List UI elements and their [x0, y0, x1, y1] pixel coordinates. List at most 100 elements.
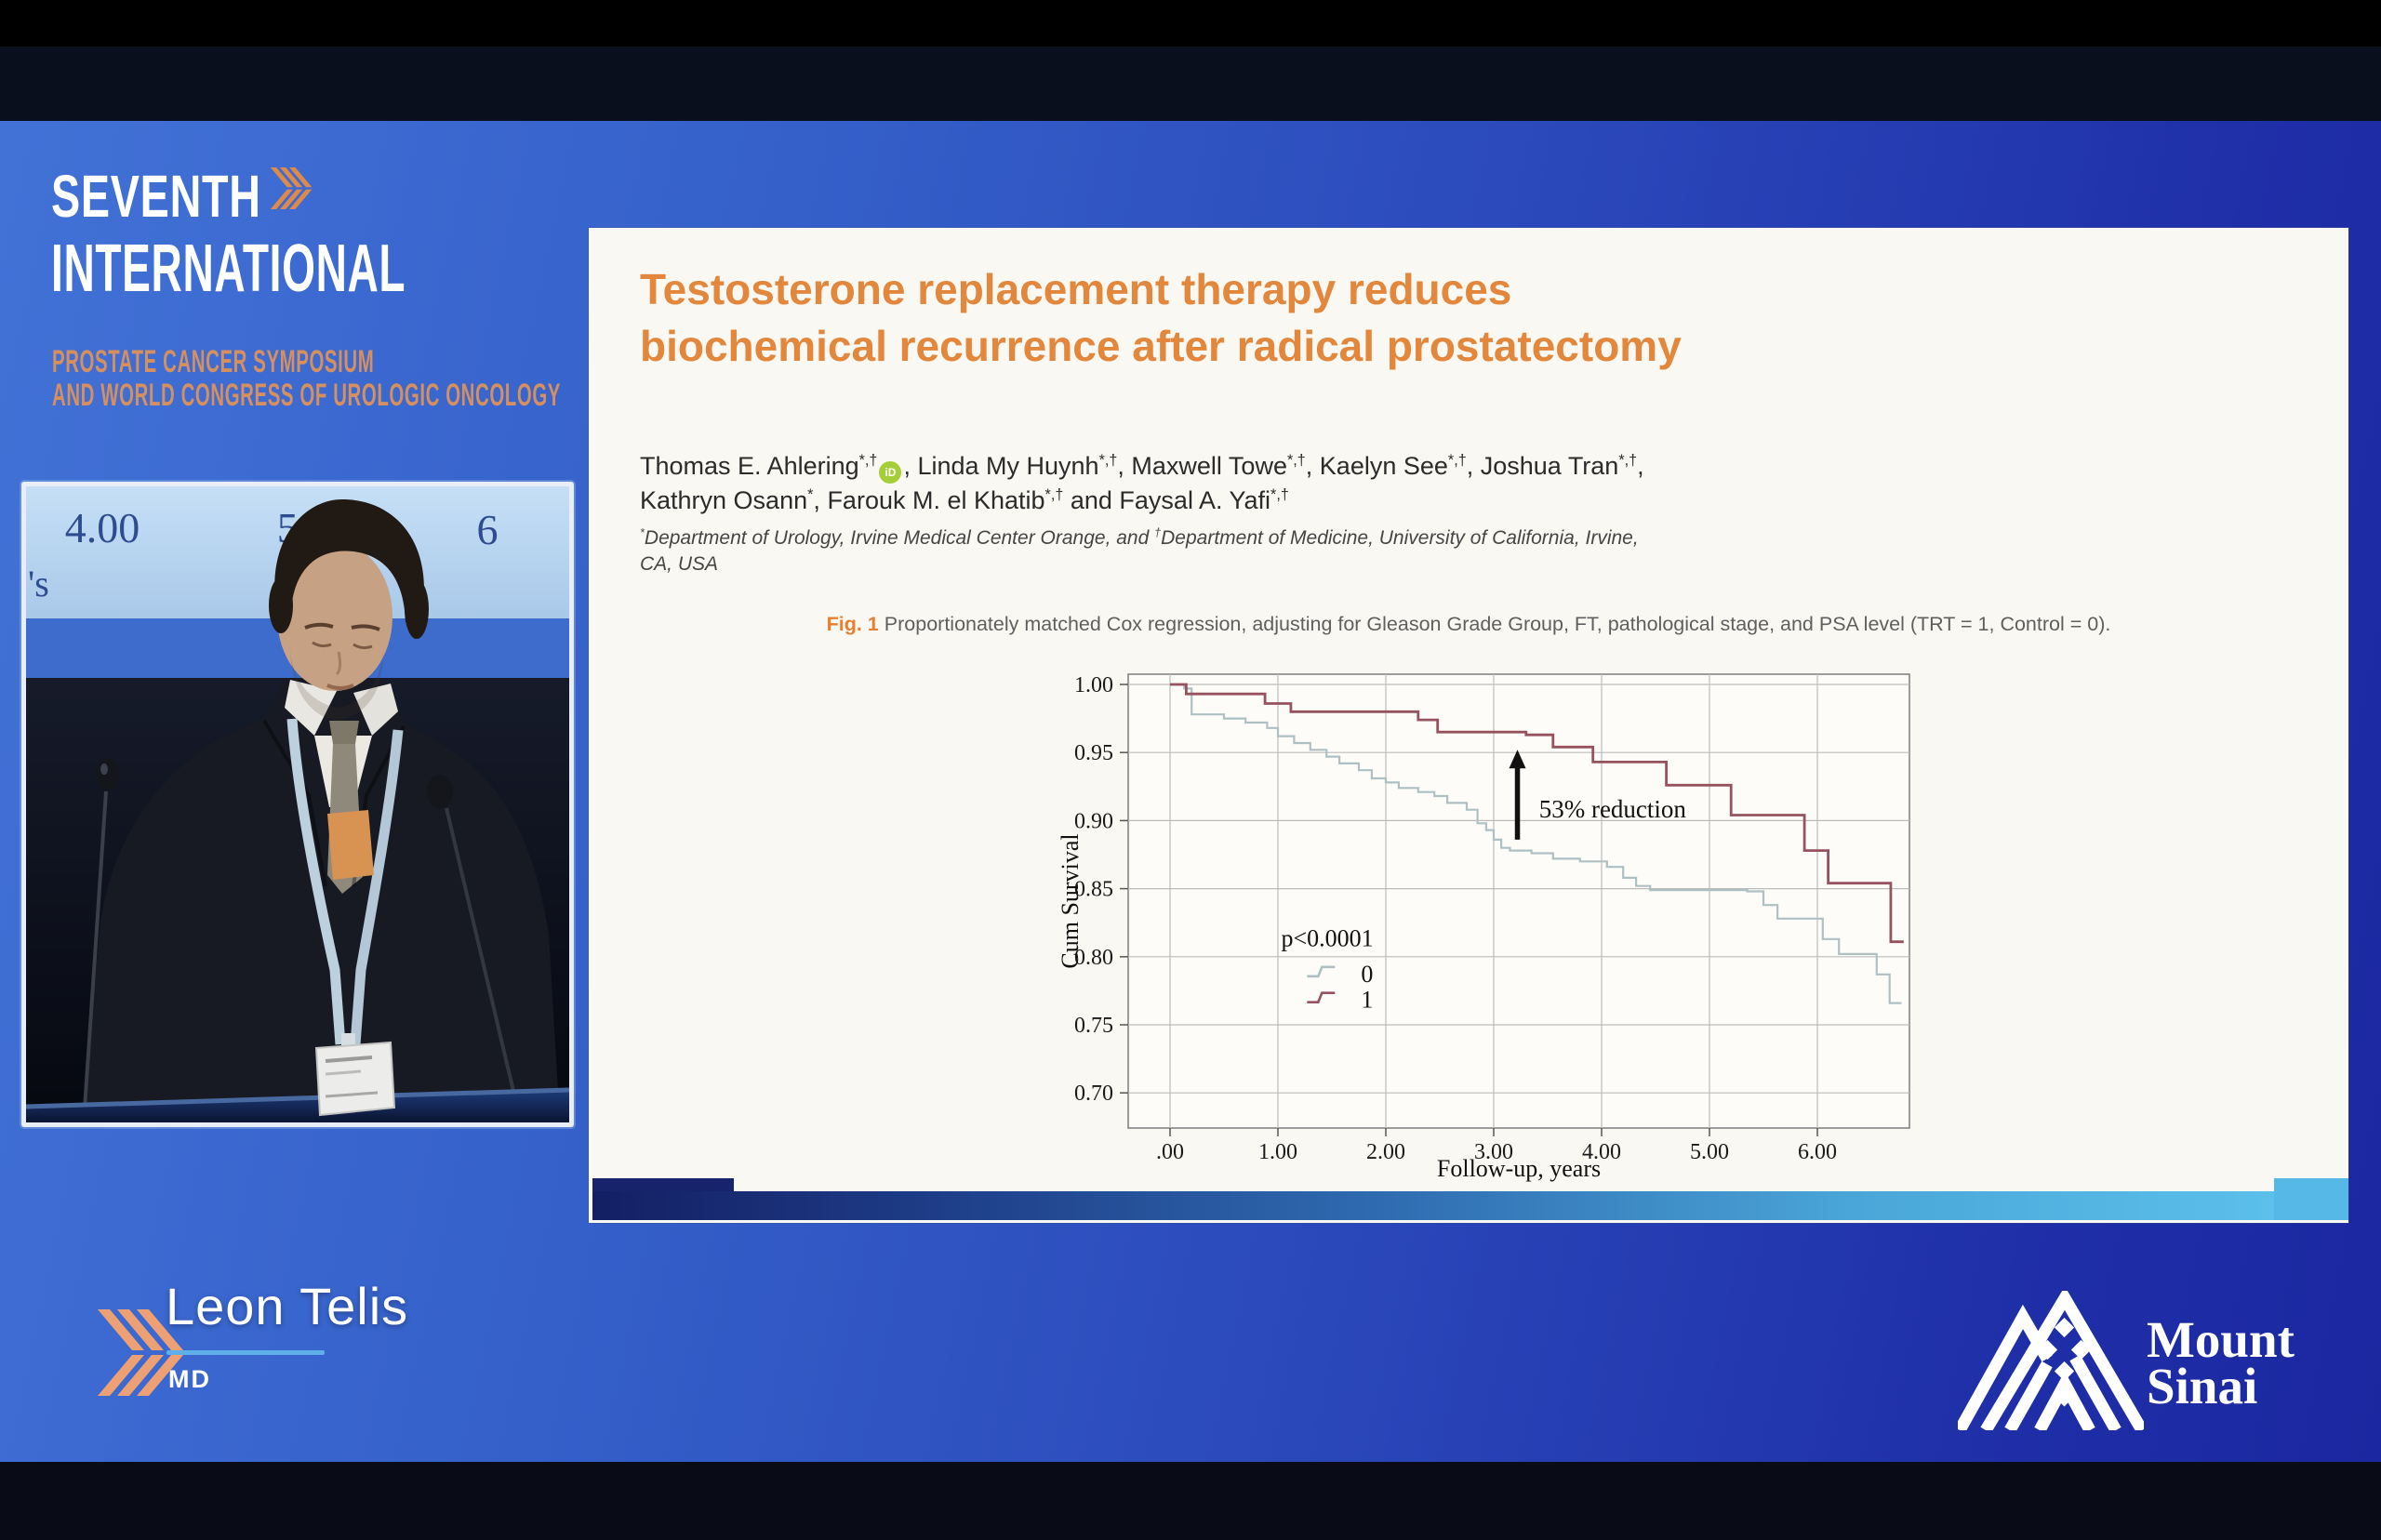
lower-third-chevron-icon	[98, 1309, 183, 1396]
badge-text-line1	[325, 1055, 373, 1063]
author-name: Kaelyn See	[1319, 452, 1448, 480]
x-axis-label: Follow-up, years	[1437, 1155, 1601, 1182]
legend-label-trt: 1	[1361, 987, 1373, 1014]
badge-card	[314, 1041, 396, 1117]
y-tick-label: 0.85	[1074, 878, 1113, 902]
speaker-nose	[335, 651, 342, 676]
badge-clip	[341, 1033, 355, 1048]
slide-footer-gradient-bar	[592, 1191, 2345, 1220]
paper-affiliation: *Department of Urology, Irvine Medical C…	[640, 526, 1639, 575]
reduction-annotation: 53% reduction	[1539, 795, 1687, 823]
speaker-eye-right	[352, 643, 373, 650]
projected-label-4: 4.00	[65, 504, 140, 551]
author-name: Thomas E. Ahlering	[640, 452, 859, 480]
lanyard-right-strap	[350, 729, 404, 1045]
speaker-tie-knot	[329, 721, 359, 744]
x-tick-label: 6.00	[1798, 1140, 1837, 1164]
author-name: Maxwell Towe	[1131, 452, 1287, 480]
author-name: Kathryn Osann	[640, 486, 808, 514]
mount-sinai-line1: Mount	[2147, 1311, 2295, 1368]
y-tick-label: 0.95	[1074, 741, 1113, 765]
reduction-arrow-head	[1509, 750, 1526, 769]
x-tick-label: 4.00	[1582, 1140, 1621, 1164]
survival-curve-control	[1170, 683, 1902, 1004]
mountain-diamonds	[2037, 1317, 2092, 1407]
x-tick-label: 2.00	[1366, 1140, 1405, 1164]
speaker-video-scene: 4.00 5.00 6 's	[26, 486, 569, 1122]
logo-chevron-icon	[270, 167, 313, 210]
y-tick-label: 0.75	[1074, 1014, 1113, 1038]
figure-caption: Fig. 1 Proportionately matched Cox regres…	[589, 613, 2348, 636]
figure-caption-label: Fig. 1	[826, 613, 879, 635]
speaker-face	[277, 542, 392, 691]
speaker-brow-left	[304, 622, 334, 630]
legend-glyph-control	[1307, 965, 1336, 978]
author-name: Farouk M. el Khatib	[827, 486, 1045, 514]
slide-footer-right-block	[2274, 1178, 2348, 1220]
logo-subtitle-2: AND WORLD CONGRESS OF UROLOGIC ONCOLOGY	[52, 378, 562, 413]
lower-third-credentials: MD	[168, 1365, 211, 1393]
legend-label-control: 0	[1361, 961, 1373, 988]
logo-subtitle-1: PROSTATE CANCER SYMPOSIUM	[52, 344, 375, 379]
lower-third-speaker-name: Leon Telis	[166, 1277, 409, 1335]
logo-line2: INTERNATIONAL	[51, 232, 406, 306]
p-value-label: p<0.0001	[1281, 924, 1373, 951]
y-tick-label: 0.90	[1074, 809, 1113, 833]
legend-glyph-trt	[1307, 991, 1336, 1003]
podium-edge	[26, 1087, 569, 1109]
speaker-stubble	[290, 644, 383, 721]
speaker-eye-left	[312, 641, 332, 648]
badge-text-line2	[325, 1069, 362, 1076]
figure-caption-text: Proportionately matched Cox regression, …	[884, 613, 2111, 635]
badge-text-line3	[325, 1091, 379, 1098]
left-mic-highlight	[100, 763, 108, 775]
bottom-navy-band	[0, 1462, 2381, 1540]
lower-third-underline	[166, 1350, 325, 1355]
speaker-collar-right	[353, 684, 398, 736]
y-tick-label: 0.80	[1074, 946, 1113, 970]
kaplan-meier-chart: 1.00 0.95 0.90 0.85 0.80 0.75 0.70 .00 1.00 2.00 3…	[1057, 673, 1910, 1182]
stage-background: SEVENTH INTERNATIONAL PROSTATE CANCER SY…	[0, 121, 2381, 1462]
speaker-hair	[274, 499, 424, 624]
orcid-icon: iD	[879, 461, 902, 484]
speaker-video-feed: 4.00 5.00 6 's	[21, 482, 574, 1127]
speaker-brow-right	[351, 624, 380, 631]
mount-sinai-line2: Sinai	[2147, 1358, 2258, 1414]
speaker-collar-left	[285, 680, 337, 736]
right-mic-icon	[427, 775, 453, 808]
author-name: Faysal A. Yafi	[1119, 486, 1271, 514]
speaker-mouth	[326, 684, 354, 690]
x-tick-label: 3.00	[1474, 1140, 1513, 1164]
speaker-badge	[314, 1033, 396, 1117]
left-mic-icon	[96, 759, 120, 790]
x-tick-label: 5.00	[1690, 1140, 1729, 1164]
x-tick-label: 1.00	[1258, 1140, 1297, 1164]
mount-sinai-wordmark: Mount Sinai	[2147, 1311, 2295, 1414]
author-name: Joshua Tran	[1480, 452, 1619, 480]
projected-label-6: 6	[477, 506, 499, 553]
podium	[26, 1091, 569, 1122]
x-tick-label: .00	[1156, 1140, 1184, 1164]
y-tick-label: 0.70	[1074, 1082, 1113, 1106]
paper-title: Testosterone replacement therapy reduces…	[640, 265, 1682, 370]
microphones	[82, 759, 523, 1122]
mount-sinai-mountain-icon	[1958, 1291, 2144, 1430]
author-name: Linda My Huynh	[917, 452, 1099, 480]
lanyard-left-strap	[286, 718, 346, 1045]
y-axis-label: Cum Survival	[1057, 833, 1084, 968]
speaker-lapel-left	[262, 719, 327, 887]
left-mic-stand	[82, 790, 108, 1122]
speaker-hair-side-right	[405, 579, 429, 639]
logo-line1: SEVENTH	[51, 163, 261, 230]
top-navy-band	[0, 46, 2381, 121]
right-mic-stand	[445, 807, 523, 1122]
lanyard-badge-ribbon	[327, 810, 374, 880]
presentation-slide: Testosterone replacement therapy reduces…	[589, 228, 2348, 1223]
paper-authors: Thomas E. Ahlering*,†iD, Linda My Huynh*…	[640, 452, 1644, 514]
y-tick-label: 1.00	[1074, 673, 1113, 697]
plot-area	[1127, 673, 1910, 1129]
projected-label-ys: 's	[28, 563, 49, 604]
speaker-hair-side-left	[269, 578, 293, 633]
survival-curve-trt	[1170, 683, 1904, 944]
